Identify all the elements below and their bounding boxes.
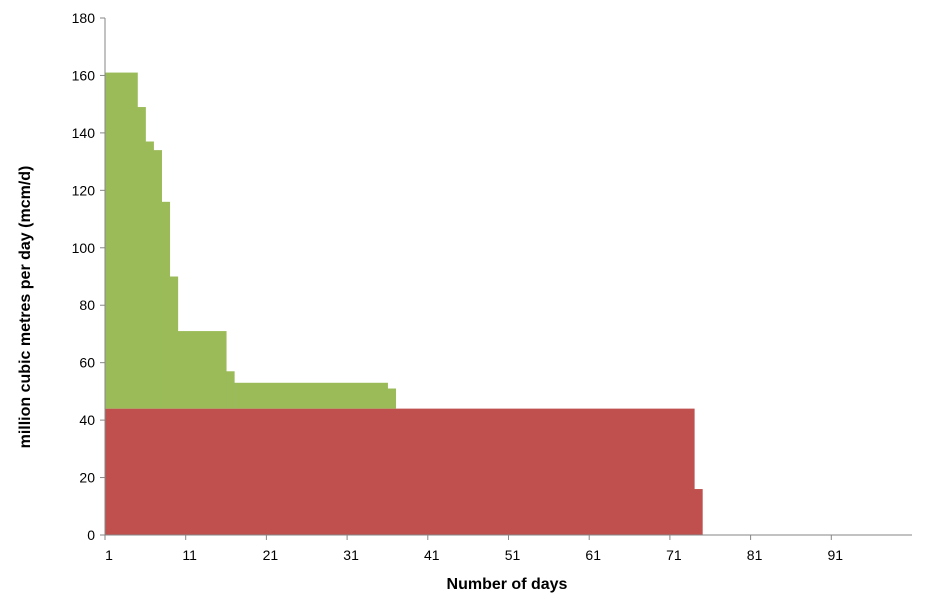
- x-tick-label: 91: [828, 547, 844, 563]
- series-2-step-2: [137, 107, 146, 409]
- y-tick-label: 60: [79, 355, 95, 371]
- x-tick-label: 41: [424, 547, 440, 563]
- x-tick-label: 51: [505, 547, 521, 563]
- x-tick-label: 1: [105, 547, 113, 563]
- x-tick-label: 21: [263, 547, 279, 563]
- series-2-step-4: [153, 150, 162, 409]
- series-2-step-6: [169, 276, 179, 409]
- series-1-step-2: [694, 489, 703, 535]
- series-2-step-3: [145, 141, 154, 409]
- series-2-step-7: [177, 331, 227, 409]
- series-2-step-10: [387, 388, 397, 409]
- series-2-step-9: [234, 382, 388, 409]
- y-tick-label: 40: [79, 412, 95, 428]
- y-tick-label: 80: [79, 297, 95, 313]
- y-tick-label: 0: [87, 527, 95, 543]
- series-layer: [105, 72, 703, 535]
- series-1-step-1: [105, 408, 695, 535]
- series-2-step-8: [226, 371, 235, 409]
- x-tick-label: 61: [585, 547, 601, 563]
- series-2-step-5: [161, 201, 171, 409]
- x-tick-label: 71: [666, 547, 682, 563]
- y-tick-label: 100: [72, 240, 96, 256]
- x-tick-label: 31: [343, 547, 359, 563]
- y-tick-label: 20: [79, 470, 95, 486]
- y-tick-label: 120: [72, 182, 96, 198]
- y-tick-label: 140: [72, 125, 96, 141]
- y-axis-title: million cubic metres per day (mcm/d): [17, 166, 34, 449]
- x-tick-label: 81: [747, 547, 763, 563]
- x-axis-title: Number of days: [447, 576, 568, 593]
- y-tick-label: 180: [72, 10, 96, 26]
- series-2-step-1: [105, 72, 138, 409]
- x-tick-label: 11: [182, 547, 197, 563]
- y-tick-label: 160: [72, 67, 96, 83]
